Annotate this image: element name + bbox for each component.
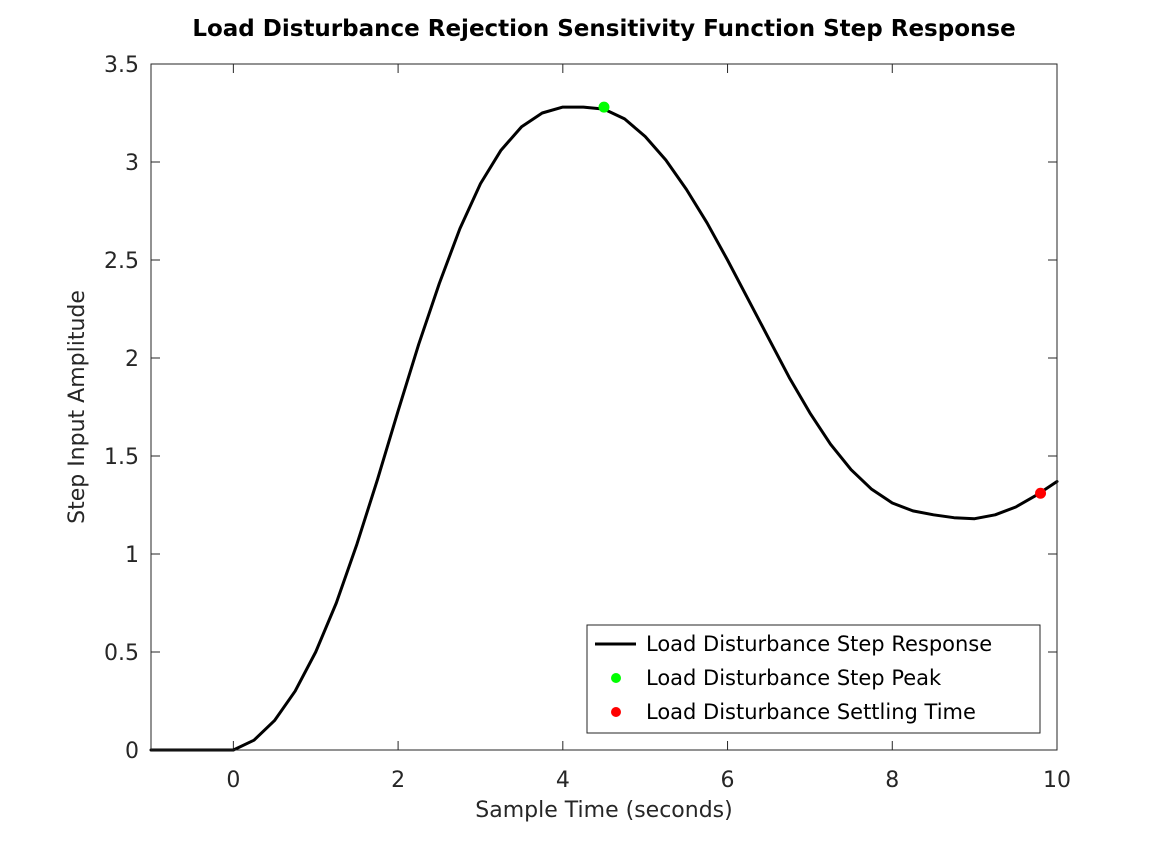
y-tick-label: 3 [125, 151, 139, 176]
x-tick-label: 6 [721, 768, 735, 793]
y-tick-label: 2.5 [104, 249, 139, 274]
x-tick-label: 4 [556, 768, 570, 793]
y-tick-label: 2 [125, 347, 139, 372]
series-layer [149, 101, 1059, 752]
y-tick-label: 3.5 [104, 53, 139, 78]
legend-label-peak: Load Disturbance Step Peak [646, 666, 942, 690]
axes-box [150, 63, 1058, 751]
settling-time-marker [1035, 487, 1047, 499]
x-tick-label: 8 [885, 768, 899, 793]
y-tick-label: 0.5 [104, 641, 139, 666]
legend-box [586, 624, 1041, 734]
y-tick-label: 0 [125, 739, 139, 764]
x-tick-label: 0 [226, 768, 240, 793]
legend-swatch-settling [611, 707, 621, 717]
x-tick-label: 2 [391, 768, 405, 793]
legend-swatch-peak [611, 673, 621, 683]
series-line-response [149, 105, 1059, 752]
legend-label-settling: Load Disturbance Settling Time [646, 700, 976, 724]
x-tick-label: 10 [1043, 768, 1071, 793]
y-axis-label: Step Input Amplitude [65, 290, 90, 524]
x-axis-label: Sample Time (seconds) [475, 798, 732, 823]
legend: Load Disturbance Step Response Load Dist… [586, 624, 1041, 734]
y-tick-label: 1.5 [104, 445, 139, 470]
tick-labels: 0 2 4 6 8 10 0 0.5 1 1.5 2 2.5 3 3.5 [104, 53, 1071, 793]
y-tick-label: 1 [125, 543, 139, 568]
chart-title: Load Disturbance Rejection Sensitivity F… [192, 16, 1015, 42]
legend-label-response: Load Disturbance Step Response [646, 632, 992, 656]
peak-marker [598, 101, 610, 113]
